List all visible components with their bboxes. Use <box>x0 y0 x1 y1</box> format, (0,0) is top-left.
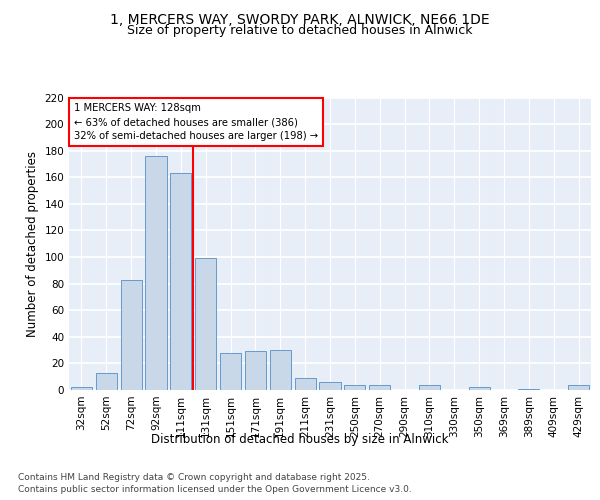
Text: Contains HM Land Registry data © Crown copyright and database right 2025.: Contains HM Land Registry data © Crown c… <box>18 472 370 482</box>
Bar <box>295 378 316 390</box>
Bar <box>568 384 589 390</box>
Bar <box>245 352 266 390</box>
Bar <box>344 384 365 390</box>
Bar <box>270 350 291 390</box>
Bar <box>419 384 440 390</box>
Bar <box>96 372 117 390</box>
Text: Size of property relative to detached houses in Alnwick: Size of property relative to detached ho… <box>127 24 473 37</box>
Bar <box>220 353 241 390</box>
Bar <box>170 174 191 390</box>
Bar <box>195 258 216 390</box>
Bar <box>121 280 142 390</box>
Bar <box>369 384 390 390</box>
Text: 1 MERCERS WAY: 128sqm
← 63% of detached houses are smaller (386)
32% of semi-det: 1 MERCERS WAY: 128sqm ← 63% of detached … <box>74 104 319 142</box>
Bar <box>319 382 341 390</box>
Text: Distribution of detached houses by size in Alnwick: Distribution of detached houses by size … <box>151 432 449 446</box>
Bar <box>518 388 539 390</box>
Text: 1, MERCERS WAY, SWORDY PARK, ALNWICK, NE66 1DE: 1, MERCERS WAY, SWORDY PARK, ALNWICK, NE… <box>110 12 490 26</box>
Text: Contains public sector information licensed under the Open Government Licence v3: Contains public sector information licen… <box>18 485 412 494</box>
Y-axis label: Number of detached properties: Number of detached properties <box>26 151 39 337</box>
Bar <box>469 388 490 390</box>
Bar <box>145 156 167 390</box>
Bar <box>71 388 92 390</box>
